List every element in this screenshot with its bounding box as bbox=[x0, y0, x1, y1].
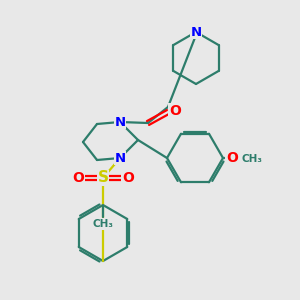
Text: O: O bbox=[226, 151, 238, 165]
Text: O: O bbox=[72, 171, 84, 185]
Text: CH₃: CH₃ bbox=[92, 219, 113, 229]
Text: N: N bbox=[190, 26, 202, 38]
Text: CH₃: CH₃ bbox=[241, 154, 262, 164]
Text: S: S bbox=[98, 170, 109, 185]
Text: O: O bbox=[122, 171, 134, 185]
Text: N: N bbox=[114, 152, 126, 164]
Text: O: O bbox=[169, 104, 181, 118]
Text: N: N bbox=[114, 116, 126, 128]
